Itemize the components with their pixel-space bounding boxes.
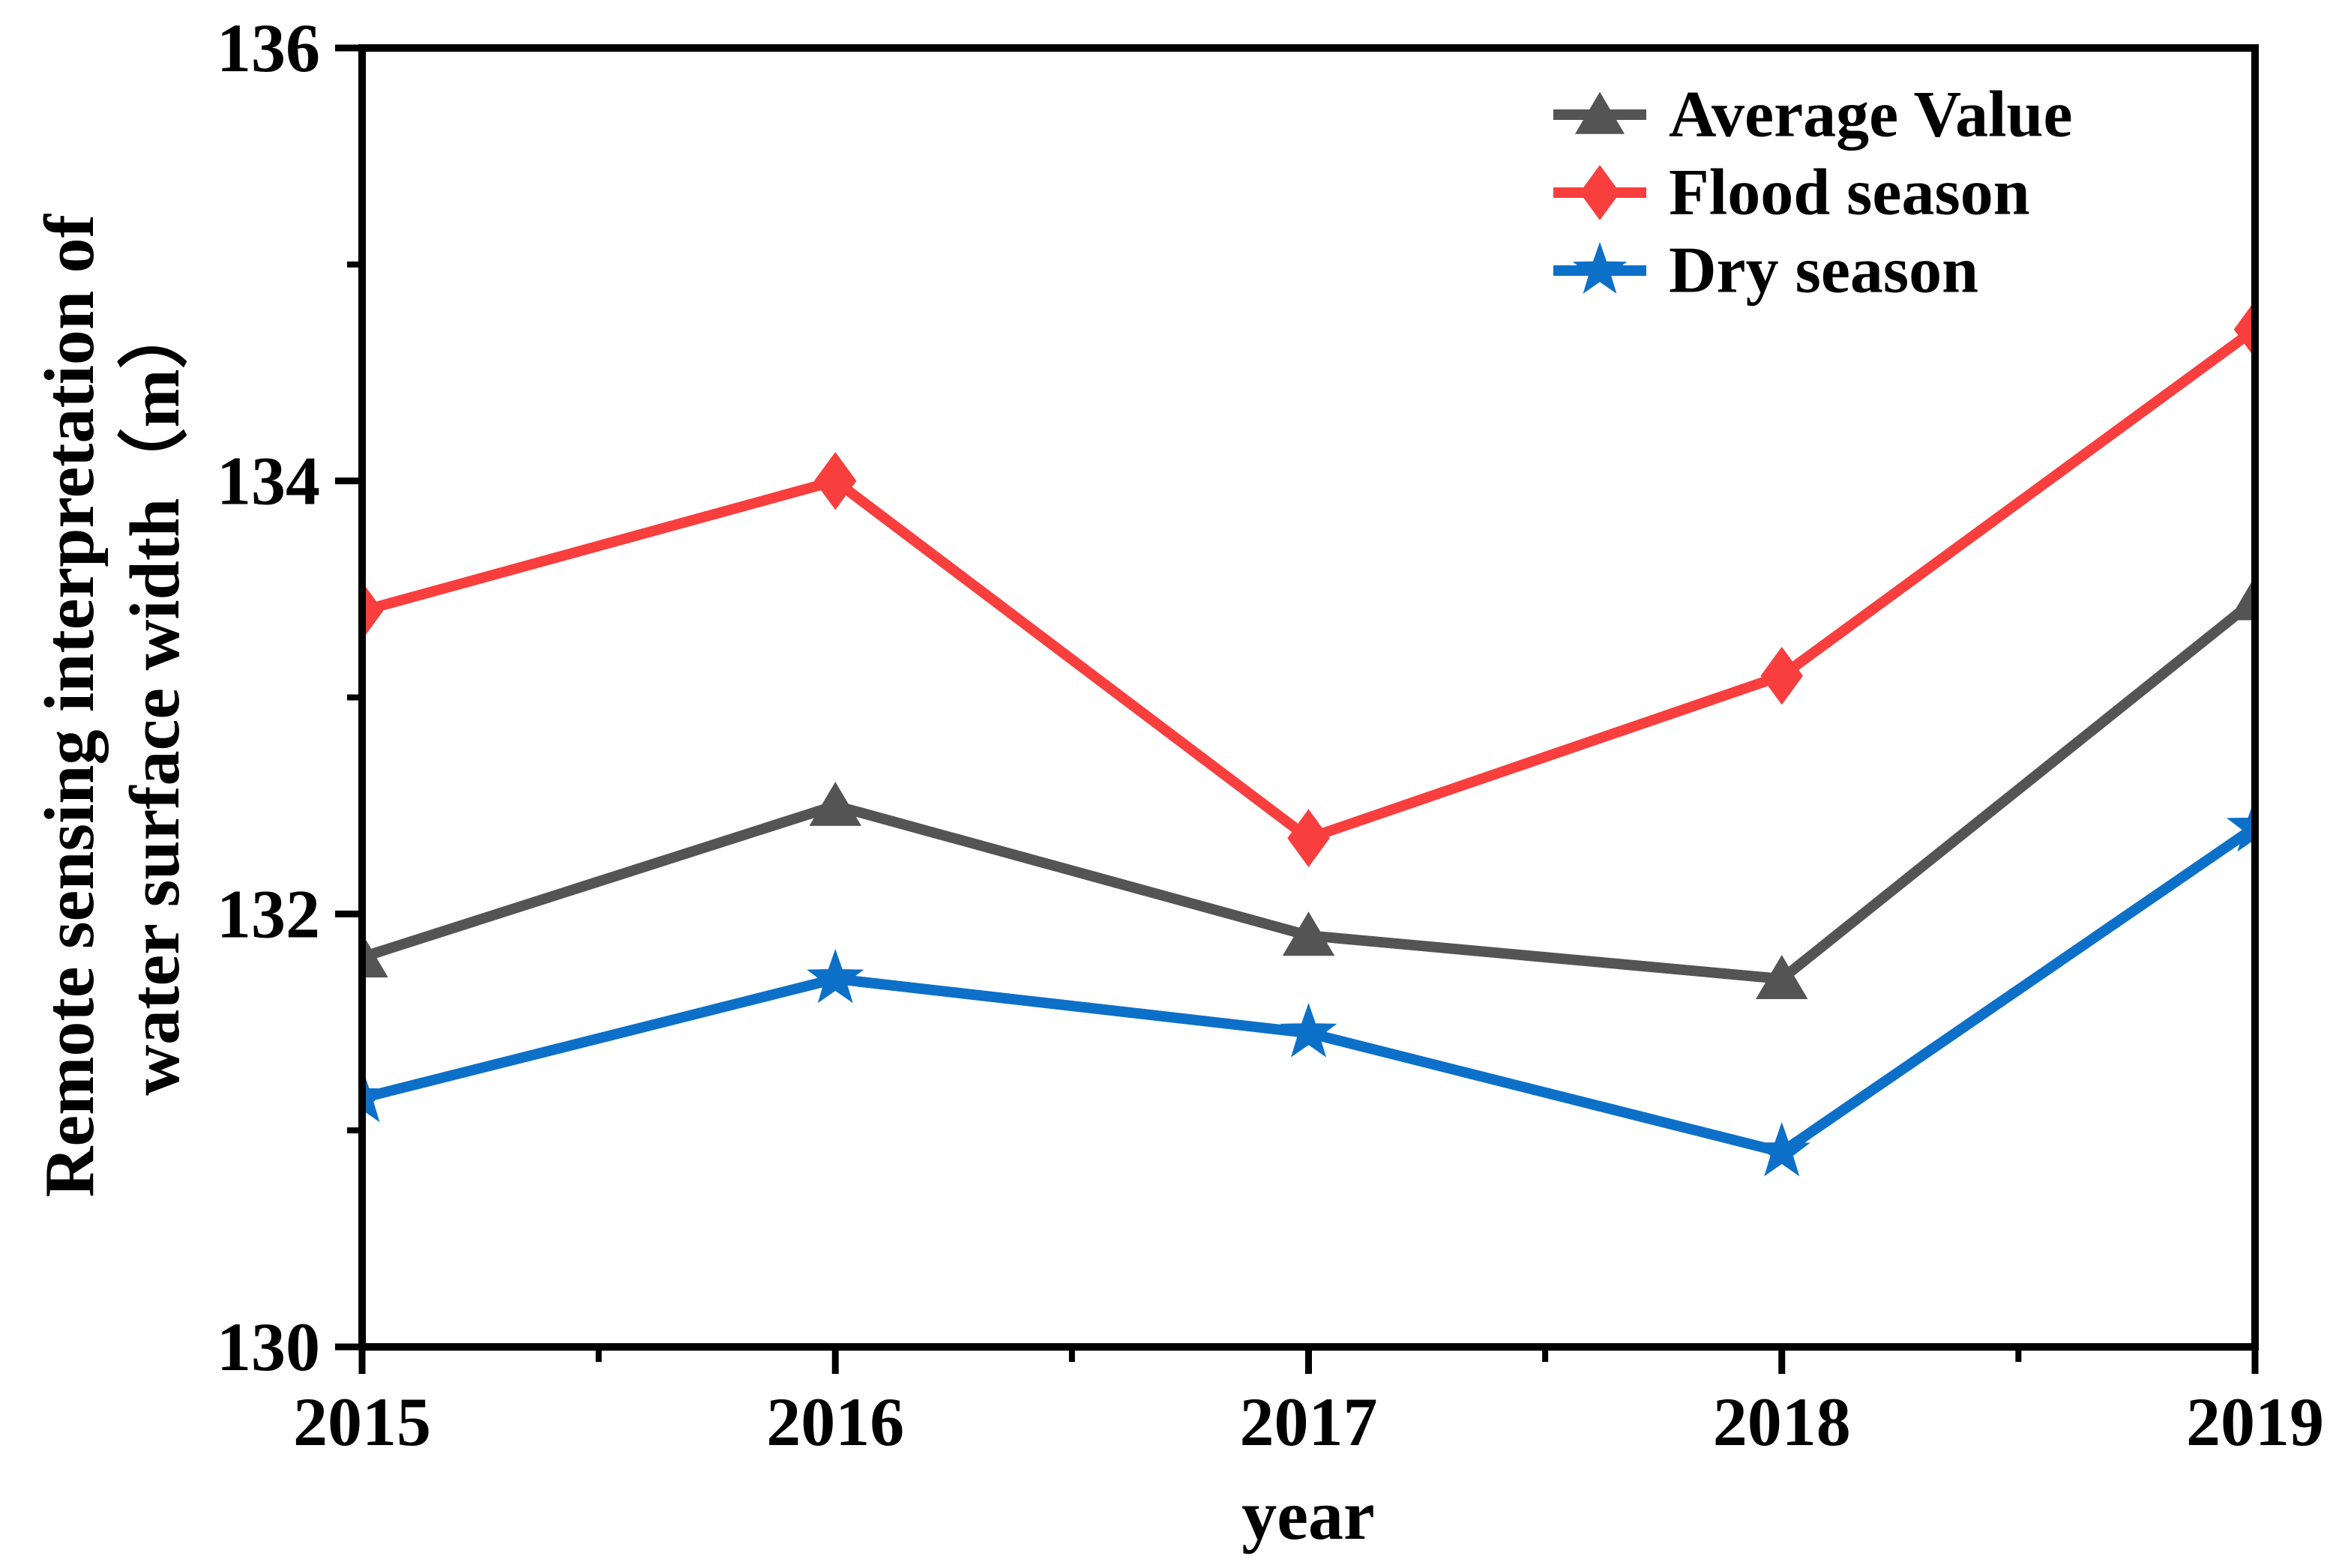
triangle-marker [2229,576,2255,621]
legend-label: Average Value [1669,79,2073,151]
triangle-marker [1756,955,1808,999]
series-line [362,325,2255,845]
triangle-marker [362,933,388,978]
star-marker [362,1067,391,1123]
diamond-icon [1580,165,1620,220]
diamond-marker [1287,809,1330,867]
data-series [362,300,2255,1177]
star-marker [1753,1122,1810,1177]
star-icon [1572,241,1628,294]
x-tick-label: 2019 [2186,1384,2324,1460]
star-marker [2226,797,2255,852]
series-diamond [362,300,2255,867]
legend-item: Dry season [1553,235,1978,307]
triangle-icon [1574,91,1625,134]
star-marker [807,948,864,1004]
diamond-marker [814,451,857,510]
legend-label: Flood season [1669,157,2030,229]
y-axis-label-line2: water surface width（m） [116,298,194,1095]
y-axis-label-line1: Remote sensing interpretation of [31,213,109,1197]
star-marker [1280,1003,1337,1058]
y-tick-label: 130 [217,1309,320,1385]
diamond-marker [2233,300,2255,359]
y-tick-label: 136 [217,10,320,86]
series-star [362,797,2255,1177]
series-triangle [362,576,2255,999]
x-tick-label: 2015 [293,1384,431,1460]
x-tick-label: 2017 [1240,1384,1378,1460]
series-line [362,823,2255,1158]
x-tick-label: 2016 [766,1384,904,1460]
y-tick-label: 134 [217,443,320,519]
diamond-marker [362,582,384,640]
y-tick-label: 132 [217,875,320,952]
x-tick-label: 2018 [1713,1384,1851,1460]
x-axis-label: year [1241,1477,1374,1555]
legend-item: Average Value [1553,79,2073,151]
legend-label: Dry season [1669,235,1978,307]
legend-item: Flood season [1553,157,2030,229]
y-axis-label: Remote sensing interpretation of water s… [31,197,194,1198]
triangle-marker [1282,911,1335,956]
triangle-marker [809,781,861,826]
diamond-marker [1760,646,1803,705]
